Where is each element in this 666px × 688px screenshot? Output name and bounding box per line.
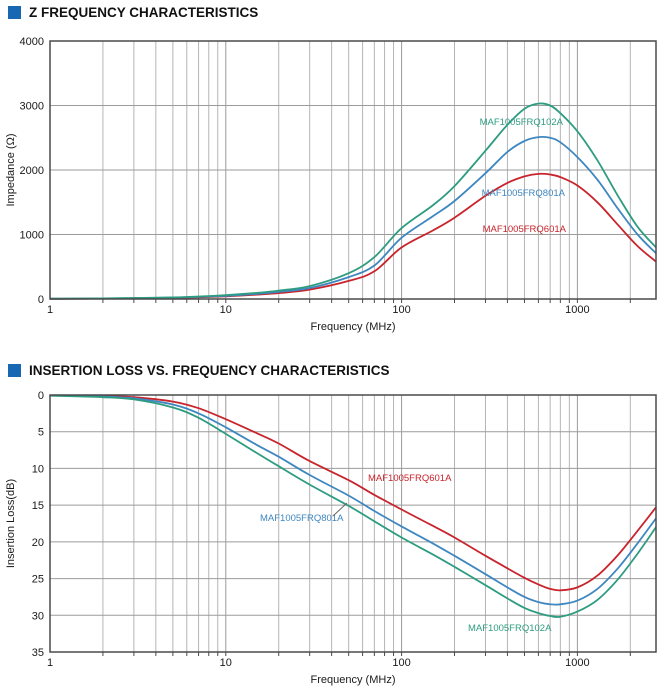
insertion-loss-frequency-chart: 1 10 100 1000 0 5 10 15 20 25 30 35 Frequency (MHz) I…: [5, 390, 657, 686]
x-tick-label: 10: [220, 304, 232, 316]
y-tick-label: 5: [38, 427, 44, 439]
y-tick-label: 0: [38, 390, 44, 402]
series-curve-MAF1005FRQ102A: [50, 102, 656, 300]
series-label-MAF1005FRQ801A: MAF1005FRQ801A: [482, 188, 566, 199]
series-curve-MAF1005FRQ601A: [50, 394, 656, 592]
chart-title-impedance: Z FREQUENCY CHARACTERISTICS: [8, 5, 258, 20]
series-curve-MAF1005FRQ102A: [50, 394, 656, 618]
x-tick-label: 100: [392, 304, 410, 316]
x-tick-label: 1000: [565, 657, 589, 669]
x-tick-label: 1: [47, 304, 53, 316]
impedance-frequency-chart: 1 10 100 1000 0 1000 2000 3000 4000 Frequency (MH…: [5, 36, 657, 333]
y-tick-label: 0: [38, 294, 44, 306]
series-label-MAF1005FRQ801A: MAF1005FRQ801A: [260, 513, 344, 524]
x-tick-label: 1000: [565, 304, 589, 316]
x-tick-label: 10: [220, 657, 232, 669]
x-axis-label: Frequency (MHz): [311, 674, 396, 686]
y-axis-label: Insertion Loss(dB): [5, 479, 17, 568]
series-curve-MAF1005FRQ801A: [50, 394, 656, 606]
series-curve-MAF1005FRQ601A: [50, 172, 656, 300]
title-square-bullet-icon: [8, 364, 21, 377]
y-tick-label: 1000: [20, 230, 44, 242]
chart-title-insertion-loss: INSERTION LOSS VS. FREQUENCY CHARACTERIS…: [8, 363, 390, 378]
x-tick-label: 100: [392, 657, 410, 669]
y-tick-label: 15: [32, 500, 44, 512]
series-label-MAF1005FRQ601A: MAF1005FRQ601A: [368, 473, 452, 484]
series-label-MAF1005FRQ102A: MAF1005FRQ102A: [480, 117, 564, 128]
y-tick-label: 10: [32, 463, 44, 475]
series-label-leader: [332, 502, 348, 517]
series-curve-MAF1005FRQ801A: [50, 135, 656, 300]
chart-title-insertion-loss-text: INSERTION LOSS VS. FREQUENCY CHARACTERIS…: [29, 363, 390, 378]
series-label-MAF1005FRQ102A: MAF1005FRQ102A: [468, 623, 552, 634]
plot-border: [49, 40, 657, 300]
plot-border: [49, 394, 657, 653]
y-tick-label: 20: [32, 537, 44, 549]
y-tick-label: 2000: [20, 165, 44, 177]
chart-title-impedance-text: Z FREQUENCY CHARACTERISTICS: [29, 5, 259, 20]
y-tick-label: 35: [32, 647, 44, 659]
y-tick-label: 30: [32, 610, 44, 622]
x-axis-label: Frequency (MHz): [311, 321, 396, 333]
x-tick-label: 1: [47, 657, 53, 669]
y-tick-label: 4000: [20, 36, 44, 48]
y-tick-label: 25: [32, 574, 44, 586]
series-label-MAF1005FRQ601A: MAF1005FRQ601A: [483, 224, 567, 235]
y-axis-label: Impedance (Ω): [5, 133, 17, 206]
y-tick-label: 3000: [20, 101, 44, 113]
title-square-bullet-icon: [8, 6, 21, 19]
